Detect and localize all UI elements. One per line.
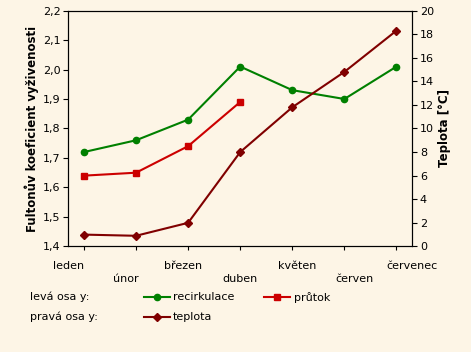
Text: průtok: průtok [293, 292, 330, 303]
Text: recirkulace: recirkulace [173, 292, 235, 302]
Text: pravá osa y:: pravá osa y: [31, 312, 98, 322]
Y-axis label: Teplota [°C]: Teplota [°C] [438, 89, 451, 168]
Text: duben: duben [223, 274, 258, 283]
Text: červen: červen [336, 274, 374, 283]
Text: květen: květen [278, 260, 317, 271]
Text: teplota: teplota [173, 312, 212, 322]
Text: levá osa y:: levá osa y: [31, 292, 90, 302]
Text: březen: březen [164, 260, 202, 271]
Text: červenec: červenec [387, 260, 438, 271]
Text: únor: únor [113, 274, 138, 283]
Text: leden: leden [53, 260, 84, 271]
Y-axis label: Fultonův koeficient vyživenosti: Fultonův koeficient vyživenosti [24, 25, 39, 232]
